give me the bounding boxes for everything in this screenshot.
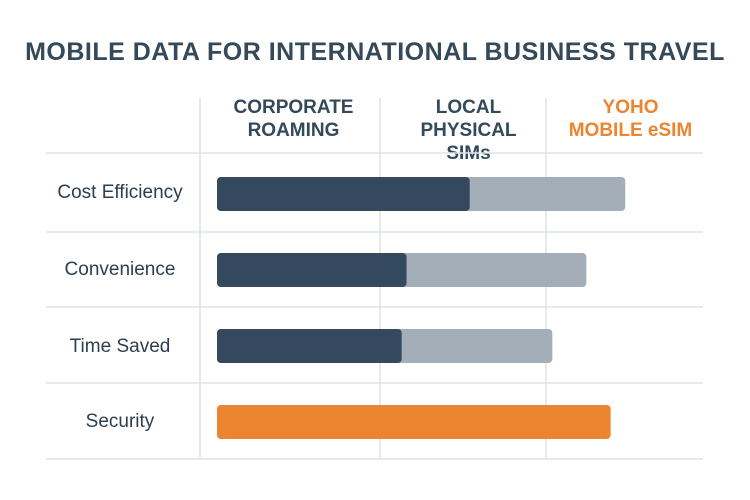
row-label-time-saved: Time Saved: [69, 336, 171, 357]
row-label-convenience: Convenience: [64, 259, 176, 280]
column-header-corporate-roaming: CORPORATE ROAMING: [211, 96, 376, 142]
column-header-line: LOCAL PHYSICAL: [420, 97, 517, 141]
row-label-cost-efficiency: Cost Efficiency: [57, 182, 183, 203]
column-header-yoho-mobile-esim: YOHO MOBILE eSIM: [548, 96, 713, 142]
bar-accent: [217, 405, 611, 439]
row-label-security: Security: [85, 411, 155, 432]
chart-title: MOBILE DATA FOR INTERNATIONAL BUSINESS T…: [25, 38, 725, 66]
bar-dark: [217, 253, 407, 287]
bar-dark: [217, 177, 470, 211]
column-header-line: MOBILE eSIM: [568, 120, 693, 141]
column-header-line: YOHO: [602, 97, 659, 118]
column-header-line: CORPORATE: [233, 97, 354, 118]
column-header-line: ROAMING: [247, 120, 340, 141]
bar-dark: [217, 329, 402, 363]
